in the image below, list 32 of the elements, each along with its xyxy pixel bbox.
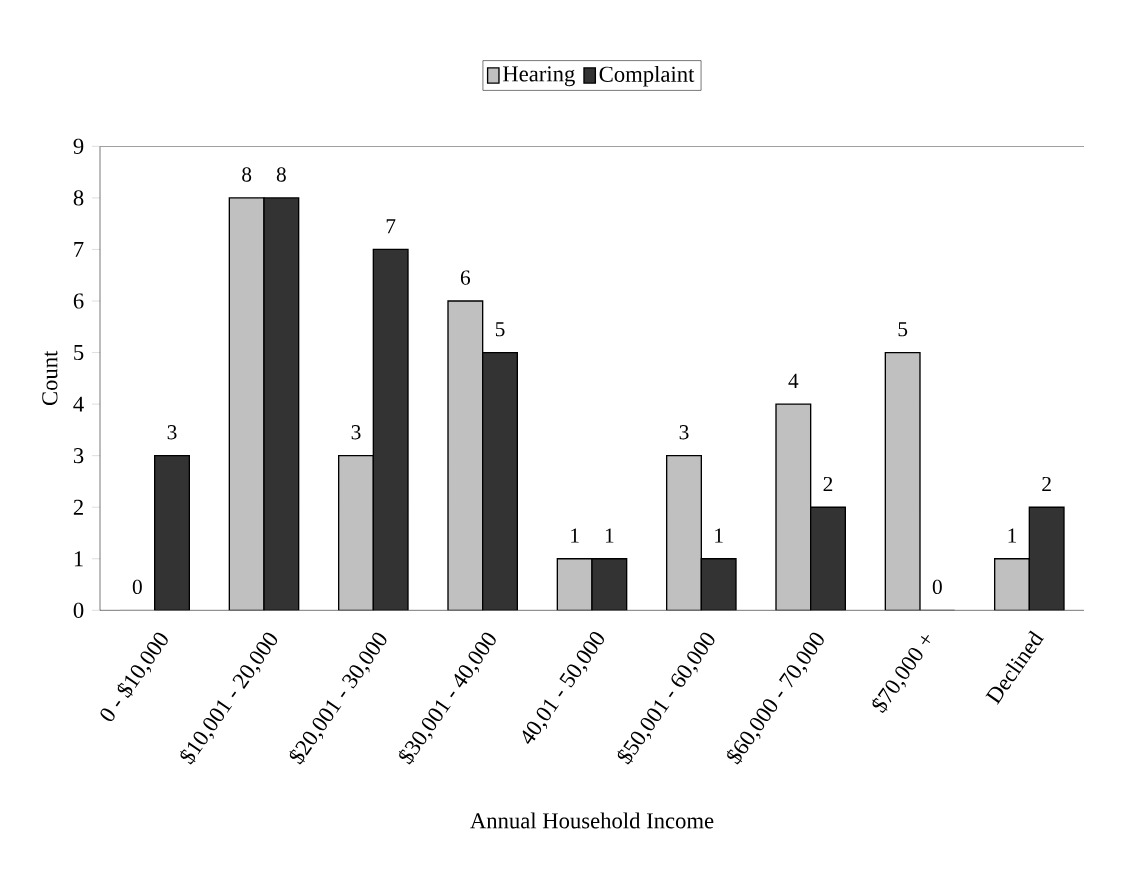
data-label: 8 [276,167,286,182]
data-label: 6 [460,270,471,285]
y-axis-title: Count [42,350,58,406]
y-tick-label: 7 [74,242,84,257]
data-label: 7 [386,219,396,234]
data-label: 2 [1042,476,1051,491]
data-label: 5 [898,322,908,337]
y-tick-label: 9 [73,138,84,154]
data-label: 3 [351,425,361,440]
y-tick-label: 1 [74,551,83,567]
data-label: 1 [571,528,579,543]
y-tick-label: 8 [73,190,84,206]
y-tick-label: 6 [73,293,84,309]
legend-label: Hearing [502,66,575,87]
data-label: 3 [167,425,177,440]
data-label: 2 [823,476,833,491]
x-axis-title: Annual Household Income [470,812,714,829]
data-label: 1 [715,528,723,543]
data-label: 4 [788,373,799,388]
y-tick-label: 4 [73,396,84,412]
y-tick-label: 5 [74,345,84,361]
data-label: 5 [495,322,505,337]
data-label: 0 [132,579,142,595]
data-label: 1 [1008,528,1017,543]
data-label: 1 [605,528,614,543]
y-tick-label: 2 [73,499,83,515]
y-tick-label: 0 [73,602,84,618]
legend-label: Complaint [599,65,695,87]
data-label: 0 [932,579,942,595]
y-tick-label: 3 [73,448,84,464]
data-label: 3 [679,425,689,440]
data-label: 8 [242,167,252,182]
